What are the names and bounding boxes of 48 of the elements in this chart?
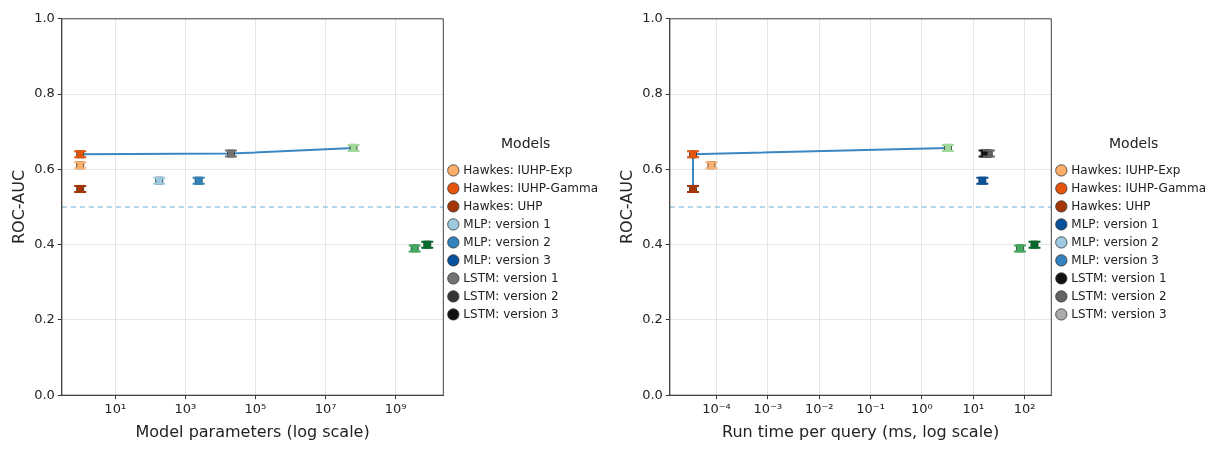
y-tick-label: 0.8 — [642, 85, 663, 101]
x-tick-label: 10⁰ — [911, 401, 933, 417]
x-tick-label: 10⁻³ — [753, 401, 783, 417]
x-axis-title: Run time per query (ms, log scale) — [721, 421, 1000, 441]
y-tick-label: 0.6 — [34, 160, 55, 176]
y-tick-label: 1.0 — [642, 10, 663, 26]
y-tick-label: 1.0 — [34, 10, 55, 26]
legend-label: LSTM: version 2 — [1071, 288, 1167, 303]
y-tick-label: 0.6 — [642, 160, 663, 176]
legend-label: MLP: version 2 — [1071, 234, 1159, 249]
y-tick-label: 0.0 — [642, 386, 663, 402]
legend-label: LSTM: version 1 — [1071, 270, 1167, 285]
x-tick-label: 10¹ — [104, 401, 127, 417]
legend-label: Hawkes: IUHP-Exp — [1071, 162, 1181, 177]
x-tick-label: 10² — [1013, 401, 1036, 417]
legend-label: LSTM: version 2 — [463, 288, 559, 303]
x-tick-label: 10⁻² — [804, 401, 834, 417]
legend-label: Hawkes: IUHP-Gamma — [1071, 180, 1207, 195]
legend-label: LSTM: version 1 — [463, 270, 559, 285]
y-axis-title: ROC-AUC — [616, 169, 636, 245]
y-axis-title: ROC-AUC — [8, 169, 28, 245]
legend-label: Hawkes: IUHP-Exp — [463, 162, 573, 177]
x-tick-label: 10⁻⁴ — [702, 401, 731, 417]
y-tick-label: 0.4 — [642, 236, 663, 252]
y-tick-label: 0.2 — [642, 311, 663, 327]
x-tick-label: 10⁹ — [384, 401, 407, 417]
legend-label: Hawkes: UHP — [1071, 198, 1151, 213]
x-tick-label: 10¹ — [962, 401, 985, 417]
y-tick-label: 0.8 — [34, 85, 55, 101]
legend-label: LSTM: version 3 — [1071, 306, 1167, 321]
legend-label: Hawkes: IUHP-Gamma — [463, 180, 599, 195]
x-tick-label: 10⁷ — [314, 401, 337, 417]
y-tick-label: 0.0 — [34, 386, 55, 402]
x-axis-title: Model parameters (log scale) — [135, 421, 370, 441]
legend-label: LSTM: version 3 — [463, 306, 559, 321]
y-tick-label: 0.4 — [34, 236, 55, 252]
legend-label: MLP: version 1 — [1071, 216, 1159, 231]
legend-label: MLP: version 3 — [1071, 252, 1159, 267]
legend-label: MLP: version 3 — [463, 252, 551, 267]
x-tick-label: 10³ — [174, 401, 197, 417]
x-tick-label: 10⁻¹ — [856, 401, 885, 417]
legend-label: Hawkes: UHP — [463, 198, 543, 213]
legend-title: Models — [501, 135, 551, 152]
legend-label: MLP: version 1 — [463, 216, 551, 231]
legend-title: Models — [1109, 135, 1159, 152]
x-tick-label: 10⁵ — [244, 401, 267, 417]
y-tick-label: 0.2 — [34, 311, 55, 327]
legend-label: MLP: version 2 — [463, 234, 551, 249]
